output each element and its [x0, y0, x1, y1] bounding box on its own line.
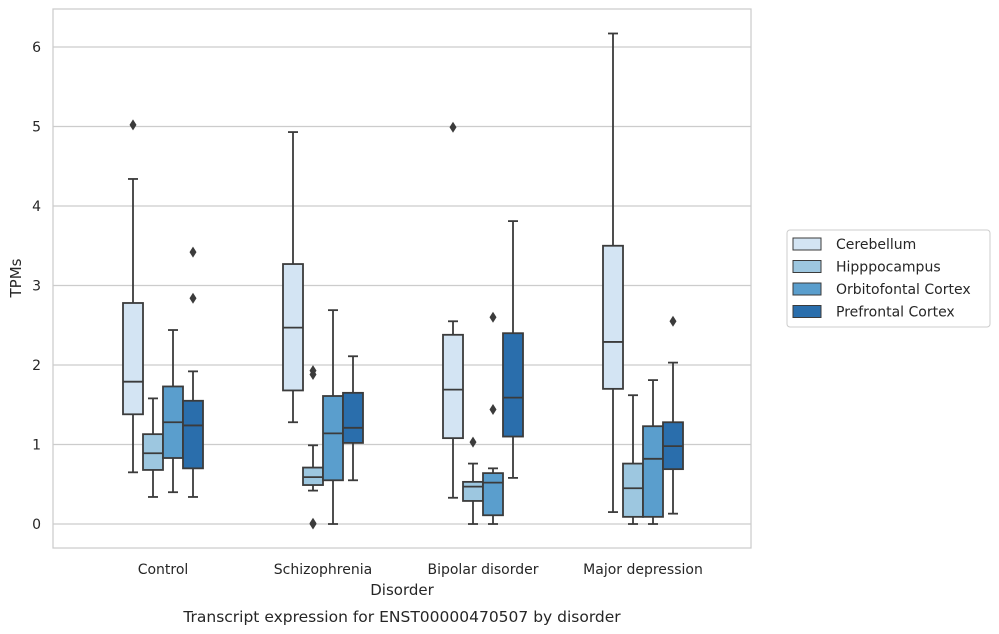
iqr-box — [602, 244, 624, 390]
legend-frame — [786, 229, 991, 328]
iqr-box — [342, 391, 364, 444]
x-tick-label: Bipolar disorder — [427, 562, 538, 578]
y-tick-labels: 0 1 2 3 4 5 6 — [32, 40, 41, 533]
x-tick-label: Major depression — [583, 562, 703, 578]
box-3-2 — [322, 309, 344, 525]
iqr-box — [502, 332, 524, 438]
x-tick-label: Control — [138, 562, 189, 578]
legend: Cerebellum Hipppocampus Orbitofontal Corte… — [786, 229, 991, 328]
y-tick-label: 3 — [32, 279, 41, 295]
outlier-point — [189, 246, 197, 258]
x-tick-labels: Control Schizophrenia Bipolar disorder Majo… — [138, 562, 703, 578]
y-tick-label: 0 — [32, 517, 41, 533]
chart-caption: Transcript expression for ENST0000047050… — [182, 608, 621, 626]
x-axis-label: Disorder — [370, 581, 434, 599]
iqr-box — [462, 480, 484, 502]
outlier-point — [309, 365, 317, 377]
legend-label: Cerebellum — [836, 237, 916, 253]
box-groups — [122, 32, 684, 530]
outlier-point — [669, 315, 677, 327]
box-2-3 — [462, 436, 484, 525]
legend-swatch — [792, 260, 822, 273]
legend-swatch — [792, 237, 822, 251]
outlier-point — [469, 436, 477, 448]
y-tick-label: 2 — [32, 358, 41, 374]
box-4-1 — [182, 246, 204, 498]
legend-label: Hipppocampus — [836, 260, 941, 276]
iqr-box — [442, 333, 464, 440]
box-4-2 — [342, 355, 364, 482]
iqr-box — [622, 462, 644, 518]
legend-swatch — [792, 305, 822, 318]
box-2-4 — [622, 394, 644, 525]
box-3-4 — [642, 379, 664, 525]
iqr-box — [482, 472, 504, 517]
outlier-point — [489, 404, 497, 416]
iqr-box — [642, 425, 664, 518]
box-1-1 — [122, 119, 144, 474]
y-tick-label: 5 — [32, 120, 41, 136]
legend-swatch — [792, 282, 822, 296]
plot-frame — [52, 8, 752, 549]
box-4-3 — [502, 220, 524, 479]
box-4-4 — [662, 315, 684, 515]
box-3-1 — [162, 329, 184, 494]
outlier-point — [489, 311, 497, 323]
box-2-2 — [302, 365, 324, 530]
y-tick-label: 1 — [32, 438, 41, 454]
box-2-1 — [142, 397, 164, 498]
outlier-point — [449, 121, 457, 133]
iqr-box — [322, 395, 344, 482]
y-tick-label: 4 — [32, 199, 41, 215]
outlier-point — [189, 292, 197, 304]
iqr-box — [142, 433, 164, 471]
x-tick-label: Schizophrenia — [274, 562, 372, 578]
iqr-box — [122, 302, 144, 416]
outlier-point — [129, 119, 137, 131]
legend-label: Prefrontal Cortex — [836, 305, 955, 321]
box-3-3 — [482, 311, 504, 525]
y-tick-label: 6 — [32, 40, 41, 56]
box-1-3 — [442, 121, 464, 499]
iqr-box — [182, 399, 204, 470]
box-1-4 — [602, 32, 624, 513]
legend-label: Orbitofontal Cortex — [836, 282, 971, 298]
outlier-point — [309, 517, 317, 529]
y-axis-label: TPMs — [7, 258, 25, 298]
box-1-2 — [282, 131, 304, 424]
